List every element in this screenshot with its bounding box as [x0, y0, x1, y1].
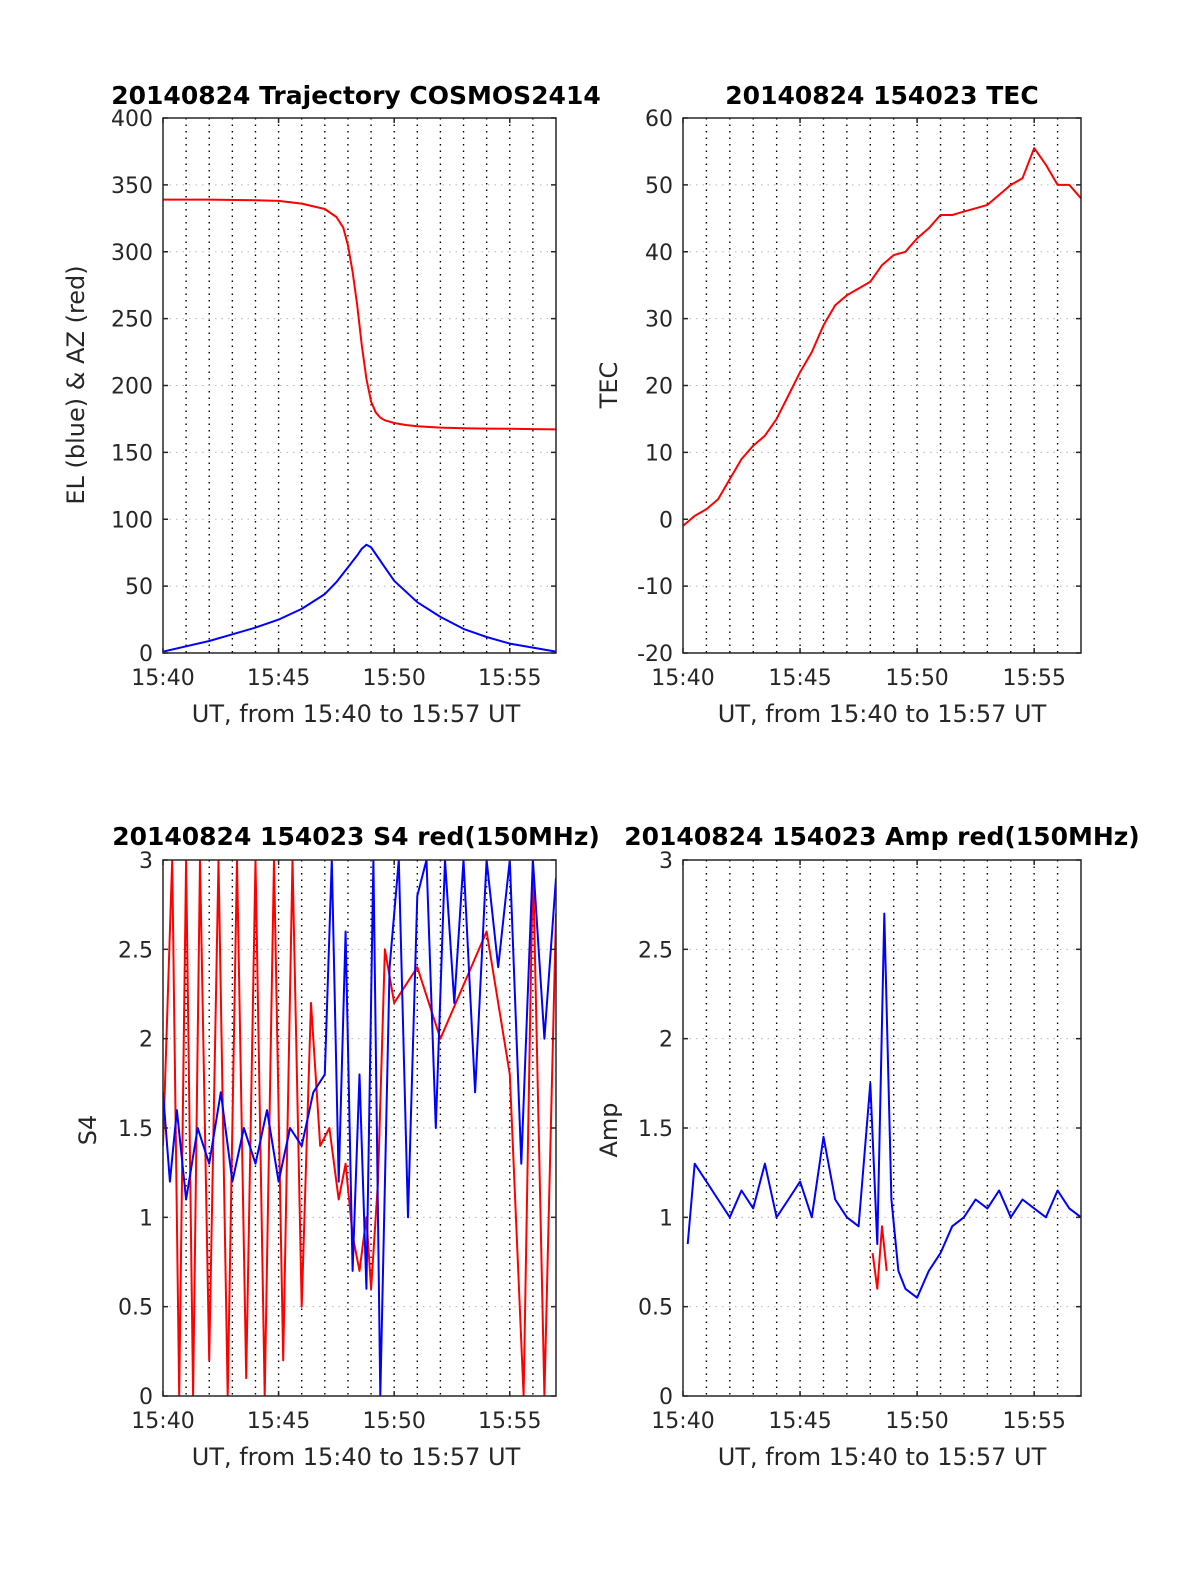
trajectory-ytick-label: 100	[111, 508, 153, 533]
s4-xtick-label: 15:40	[131, 1409, 194, 1434]
trajectory-panel: 20140824 Trajectory COSMOS2414 UT, from …	[62, 81, 601, 728]
amp-ytick-label: 1	[659, 1206, 673, 1231]
trajectory-title: 20140824 Trajectory COSMOS2414	[111, 81, 601, 110]
trajectory-ytick-label: 350	[111, 174, 153, 199]
amp-xtick-label: 15:45	[768, 1409, 831, 1434]
tec-ylabel: TEC	[595, 362, 623, 410]
amp-xtick-label: 15:50	[885, 1409, 948, 1434]
tec-ytick-label: -10	[637, 575, 673, 600]
tec-ytick-label: 30	[645, 308, 673, 333]
tec-ytick-label: 20	[645, 375, 673, 400]
s4-xtick-label: 15:50	[362, 1409, 425, 1434]
tec-ytick-label: 10	[645, 441, 673, 466]
s4-ytick-label: 1	[139, 1206, 153, 1231]
amp-xtick-label: 15:55	[1002, 1409, 1065, 1434]
amp-panel: 20140824 154023 Amp red(150MHz) UT, from…	[595, 822, 1140, 1471]
s4-ytick-label: 1.5	[118, 1117, 153, 1142]
trajectory-ylabel: EL (blue) & AZ (red)	[62, 265, 90, 504]
trajectory-xtick-label: 15:50	[362, 666, 425, 691]
amp-title: 20140824 154023 Amp red(150MHz)	[624, 822, 1140, 851]
trajectory-xtick-label: 15:40	[131, 666, 194, 691]
tec-ytick-label: 0	[659, 508, 673, 533]
amp-ytick-label: 3	[659, 849, 673, 874]
amp-ytick-label: 0.5	[638, 1296, 673, 1321]
amp-xlabel: UT, from 15:40 to 15:57 UT	[718, 1443, 1047, 1471]
tec-title: 20140824 154023 TEC	[725, 81, 1038, 110]
amp-series-0	[871, 1225, 888, 1290]
s4-ytick-label: 2	[139, 1028, 153, 1053]
tec-ytick-label: 60	[645, 107, 673, 132]
s4-ytick-label: 0.5	[118, 1296, 153, 1321]
tec-xtick-label: 15:40	[651, 666, 714, 691]
amp-ytick-label: 1.5	[638, 1117, 673, 1142]
amp-ytick-label: 0	[659, 1385, 673, 1410]
s4-ylabel: S4	[74, 1115, 102, 1146]
trajectory-xlabel: UT, from 15:40 to 15:57 UT	[192, 700, 521, 728]
trajectory-ytick-label: 0	[139, 642, 153, 667]
tec-ytick-label: -20	[637, 642, 673, 667]
trajectory-ytick-label: 150	[111, 441, 153, 466]
tec-series-0	[683, 147, 1081, 527]
amp-series-1	[686, 912, 1081, 1299]
s4-ytick-label: 0	[139, 1385, 153, 1410]
tec-ytick-label: 40	[645, 241, 673, 266]
tec-xtick-label: 15:45	[768, 666, 831, 691]
tec-xtick-label: 15:55	[1002, 666, 1065, 691]
tec-ytick-label: 50	[645, 174, 673, 199]
trajectory-ytick-label: 200	[111, 375, 153, 400]
trajectory-ytick-label: 300	[111, 241, 153, 266]
s4-series-1	[163, 860, 556, 1396]
s4-xlabel: UT, from 15:40 to 15:57 UT	[192, 1443, 521, 1471]
s4-title: 20140824 154023 S4 red(150MHz)	[112, 822, 600, 851]
amp-ylabel: Amp	[595, 1102, 623, 1157]
trajectory-xtick-label: 15:45	[247, 666, 310, 691]
amp-xtick-label: 15:40	[651, 1409, 714, 1434]
trajectory-ytick-label: 400	[111, 107, 153, 132]
trajectory-series-1	[163, 543, 556, 653]
s4-ytick-label: 3	[139, 849, 153, 874]
trajectory-ytick-label: 250	[111, 308, 153, 333]
s4-ytick-label: 2.5	[118, 938, 153, 963]
trajectory-ytick-label: 50	[125, 575, 153, 600]
s4-xtick-label: 15:55	[478, 1409, 541, 1434]
s4-xtick-label: 15:45	[247, 1409, 310, 1434]
tec-xtick-label: 15:50	[885, 666, 948, 691]
amp-ytick-label: 2	[659, 1028, 673, 1053]
tec-panel: 20140824 154023 TEC UT, from 15:40 to 15…	[595, 81, 1082, 728]
trajectory-series-0	[163, 198, 556, 431]
trajectory-xtick-label: 15:55	[478, 666, 541, 691]
s4-panel: 20140824 154023 S4 red(150MHz) UT, from …	[74, 822, 600, 1471]
tec-xlabel: UT, from 15:40 to 15:57 UT	[718, 700, 1047, 728]
s4-series-0	[163, 860, 556, 1396]
amp-ytick-label: 2.5	[638, 938, 673, 963]
